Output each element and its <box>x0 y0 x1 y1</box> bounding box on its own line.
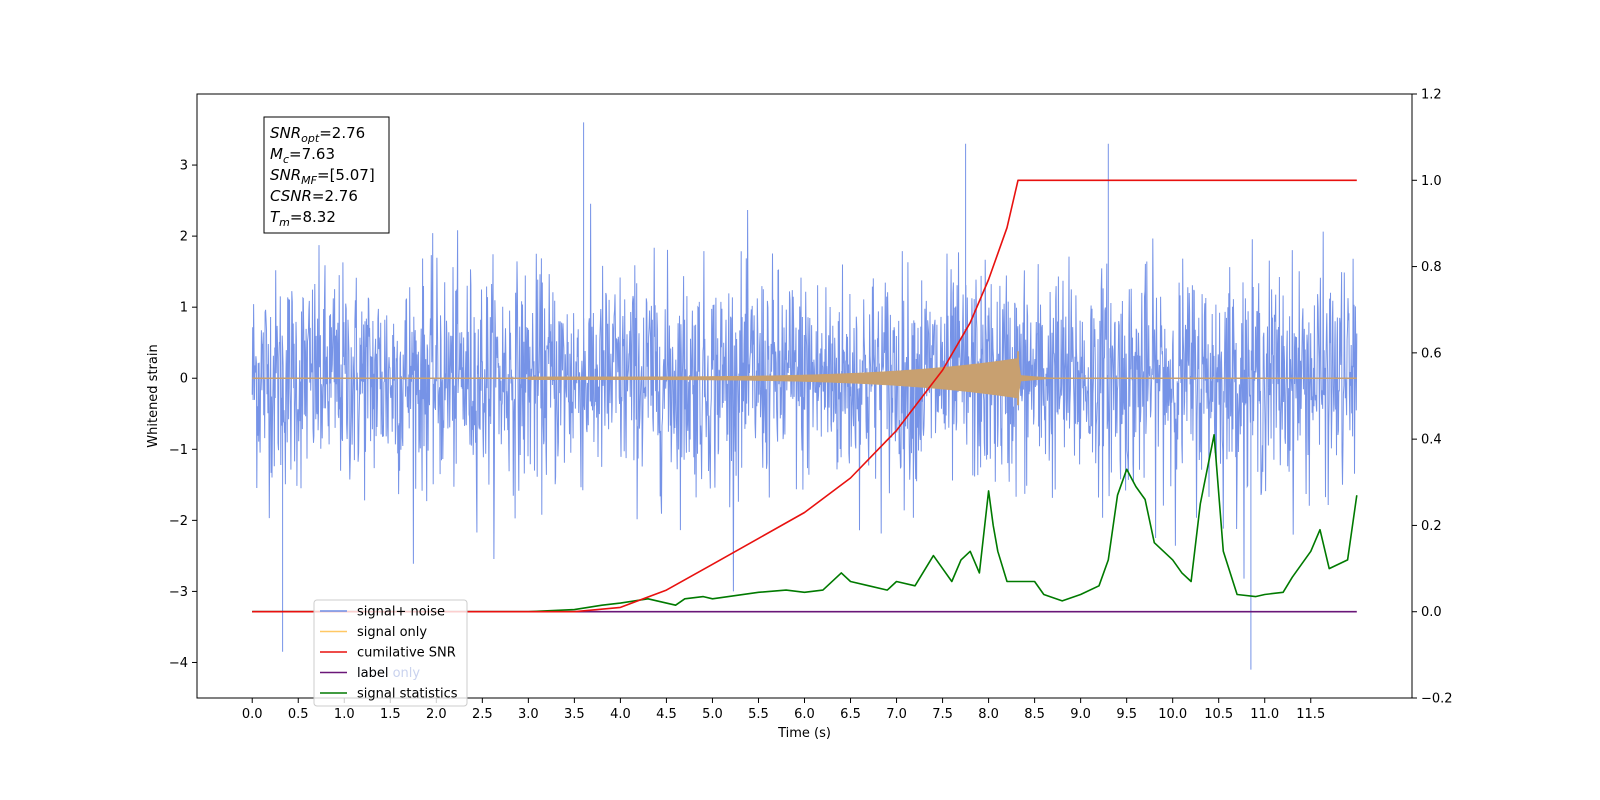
series-line-cumilative-snr <box>252 179 1357 613</box>
y-tick-label: −4 <box>169 656 188 671</box>
x-tick-label: 0.5 <box>288 707 309 722</box>
x-tick-label: 1.0 <box>334 707 355 722</box>
legend: label only signal+ noise signal only cumila… <box>313 599 468 707</box>
legend-entry-label: signal only <box>357 625 427 640</box>
legend-entry-label: cumilative SNR <box>357 646 456 661</box>
x-tick-label: 11.5 <box>1296 707 1325 722</box>
x-tick-label: 10.0 <box>1158 707 1187 722</box>
series-signal-noise <box>251 122 1358 670</box>
signal-only-envelope <box>528 358 1055 399</box>
y-tick-label: 2 <box>180 230 188 245</box>
x-tick-label: 4.5 <box>656 707 677 722</box>
x-tick-label: 0.0 <box>242 707 263 722</box>
stats-annotation-line: CSNR=2.76 <box>270 187 358 205</box>
y-axis-label: Whitened strain <box>146 344 161 447</box>
legend-entry-label: signal+ noise <box>357 605 445 620</box>
x-tick-label: 2.0 <box>426 707 447 722</box>
x-tick-label: 3.0 <box>518 707 539 722</box>
legend-frame <box>313 599 468 707</box>
legend-entry-label: signal statistics <box>357 687 458 702</box>
x-tick-label: 7.5 <box>932 707 953 722</box>
y2-tick-label: 0.0 <box>1421 605 1442 620</box>
y-tick-label: −3 <box>169 585 188 600</box>
y2-tick-label: 0.8 <box>1421 260 1442 275</box>
x-tick-label: 11.0 <box>1250 707 1279 722</box>
stats-annotation-frame <box>263 116 390 234</box>
signal-noise-line <box>251 122 1358 670</box>
series-signal-only <box>252 351 1357 406</box>
y2-tick-label: −0.2 <box>1421 692 1453 707</box>
y-tick-label: 0 <box>180 372 188 387</box>
x-tick-label: 7.0 <box>886 707 907 722</box>
stats-annotation-line: SNRMF=[5.07] <box>270 166 375 187</box>
legend-hidden-text: label only <box>357 666 420 681</box>
y-axis-ticks: 3 2 1 0 −1 −2 −3 −4 <box>169 159 197 671</box>
x-tick-label: 1.5 <box>380 707 401 722</box>
y2-tick-label: 0.6 <box>1421 346 1442 361</box>
x-tick-label: 4.0 <box>610 707 631 722</box>
y2-tick-label: 0.4 <box>1421 433 1442 448</box>
y-tick-label: 3 <box>180 159 188 174</box>
y-tick-label: −2 <box>169 514 188 529</box>
y2-tick-label: 1.0 <box>1421 174 1442 189</box>
stats-annotation-line: Tm=8.32 <box>270 208 336 229</box>
x-tick-label: 2.5 <box>472 707 493 722</box>
x-tick-label: 5.5 <box>748 707 769 722</box>
x-tick-label: 6.0 <box>794 707 815 722</box>
y2-tick-label: 0.2 <box>1421 519 1442 534</box>
x-tick-label: 6.5 <box>840 707 861 722</box>
x-tick-label: 9.5 <box>1116 707 1137 722</box>
x-tick-label: 8.0 <box>978 707 999 722</box>
series-line-signal-statistics <box>252 434 1358 613</box>
y2-tick-label: 1.2 <box>1421 88 1442 103</box>
stats-annotation-line: SNRopt=2.76 <box>270 124 365 145</box>
y-tick-label: 1 <box>180 301 188 316</box>
x-tick-label: 5.0 <box>702 707 723 722</box>
x-tick-label: 10.5 <box>1204 707 1233 722</box>
x-tick-label: 9.0 <box>1070 707 1091 722</box>
x-tick-label: 3.5 <box>564 707 585 722</box>
stats-annotation-line: Mc=7.63 <box>270 145 335 166</box>
x-tick-label: 8.5 <box>1024 707 1045 722</box>
y2-axis-ticks: 1.2 1.0 0.8 0.6 0.4 0.2 0.0 −0.2 <box>1412 88 1453 707</box>
legend-entry-label: label <box>357 666 388 681</box>
x-axis-label: Time (s) <box>777 726 831 741</box>
y-tick-label: −1 <box>169 443 188 458</box>
x-axis-ticks: 0.0 0.5 1.0 1.5 2.0 2.5 3.0 3.5 4.0 4.5 5.0 5.5 6.0 6… <box>242 698 1325 722</box>
